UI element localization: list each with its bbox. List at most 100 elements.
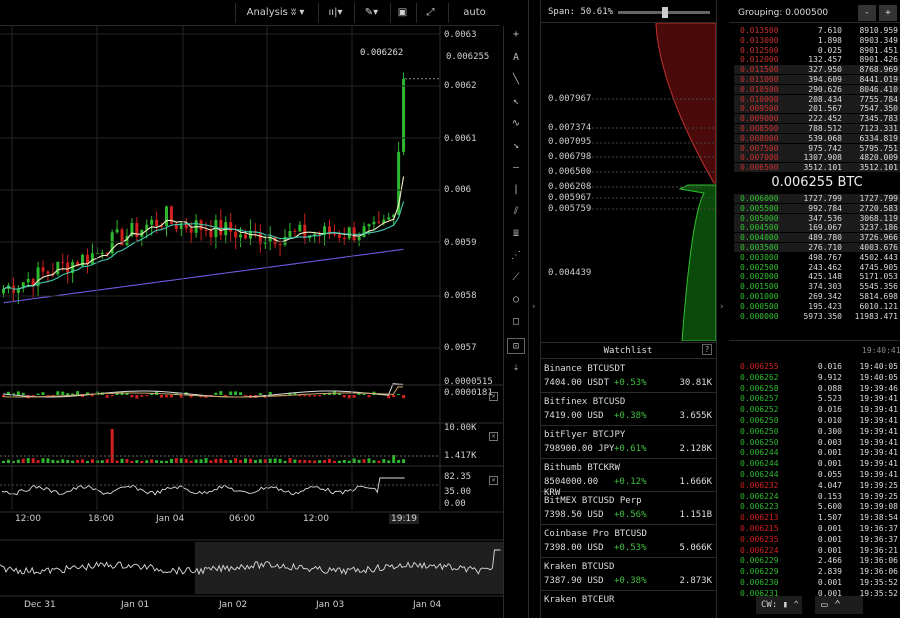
price-chart[interactable] <box>0 26 440 382</box>
orderbook-row[interactable]: 0.006500 3512.101 3512.101 <box>734 163 900 173</box>
volume-chart[interactable] <box>0 423 440 465</box>
gann-tool-icon[interactable]: ⟋ <box>512 272 520 283</box>
watchlist-item[interactable]: Bithumb BTCKRW 8504000.00 +0.12% 1.666K KRW <box>540 459 716 498</box>
close-pane-button[interactable]: ✕ <box>489 476 498 485</box>
trade-time: 19:39:41 <box>859 470 898 479</box>
grouping-increase-button[interactable]: + <box>879 5 897 21</box>
macd-line <box>2 383 404 398</box>
screenshot-button[interactable]: ▣ <box>390 3 414 23</box>
line-tool-icon[interactable]: ╲ <box>512 74 520 85</box>
macd-chart[interactable] <box>0 376 440 422</box>
macd-bar <box>21 392 25 395</box>
candle <box>263 241 267 244</box>
trade-size: 0.001 <box>817 534 842 544</box>
curve-tool-icon[interactable]: ∿ <box>511 118 521 129</box>
collapse-right-icon[interactable]: › <box>719 302 725 312</box>
orderbook-row[interactable]: 0.002500 243.462 4745.905 <box>734 263 900 272</box>
fullscreen-button[interactable]: ⤢ <box>416 3 444 23</box>
macd-bar <box>189 395 193 398</box>
candle <box>76 262 80 266</box>
orderbook-row[interactable]: 0.003500 276.710 4003.676 <box>734 243 900 252</box>
watchlist-item[interactable]: Bitfinex BTCUSD 7419.00 USD +0.38% 3.655K <box>540 393 716 426</box>
watchlist-item[interactable]: BitMEX BTCUSD Perp 7398.50 USD +0.56% 1.151… <box>540 492 716 525</box>
orderbook-row[interactable]: 0.002000 425.148 5171.053 <box>734 272 900 281</box>
orderbook-row[interactable]: 0.000500 195.423 6010.121 <box>734 302 900 311</box>
oscillator-label: 0.00 <box>444 499 466 509</box>
macd-bar <box>214 392 218 395</box>
orderbook-row[interactable]: 0.013000 1.898 8903.349 <box>734 36 900 45</box>
orderbook-price: 0.000000 <box>740 311 779 321</box>
watchlist-item[interactable]: Kraken BTCEUR <box>540 591 716 618</box>
orderbook-row[interactable]: 0.007500 975.742 5795.751 <box>734 143 900 153</box>
orderbook-row[interactable]: 0.008500 788.512 7123.331 <box>734 124 900 133</box>
watchlist-item[interactable]: Coinbase Pro BTCUSD 7398.00 USD +0.53% 5.06… <box>540 525 716 558</box>
orderbook-row[interactable]: 0.010500 290.626 8046.410 <box>734 84 900 94</box>
candle <box>372 221 376 225</box>
orderbook-row[interactable]: 0.004000 489.780 3726.966 <box>734 233 900 243</box>
candle <box>189 228 193 233</box>
fib-tool-icon[interactable]: ≣ <box>512 228 520 239</box>
orderbook-row[interactable]: 0.012500 0.025 8901.451 <box>734 46 900 55</box>
measure-tool-icon[interactable]: ⊡ <box>507 338 525 354</box>
orderbook-total: 8903.349 <box>859 35 898 45</box>
trade-time: 19:35:52 <box>859 588 898 598</box>
depth-chart[interactable] <box>540 23 716 341</box>
orderbook-row[interactable]: 0.001500 374.303 5545.356 <box>734 282 900 291</box>
watchlist-item-price: 7398.00 USD <box>544 543 604 553</box>
close-pane-button[interactable]: ✕ <box>489 432 498 441</box>
orderbook-row[interactable]: 0.008000 539.068 6334.819 <box>734 133 900 143</box>
orderbook-row[interactable]: 0.012000 132.457 8901.426 <box>734 55 900 64</box>
cw-toggle-button[interactable]: CW: ▮ ⌃ <box>756 596 802 614</box>
span-slider-handle[interactable] <box>661 7 668 18</box>
orderbook-row[interactable]: 0.000000 5973.350 11983.471 <box>734 312 900 321</box>
channel-tool-icon[interactable]: ⫽ <box>513 206 519 217</box>
fan-tool-icon[interactable]: ⋰ <box>511 250 521 261</box>
arrow-tool-icon[interactable]: ↘ <box>512 140 520 151</box>
vertical-line-tool-icon[interactable]: | <box>512 184 520 195</box>
orderbook-row[interactable]: 0.001000 269.342 5814.698 <box>734 292 900 301</box>
trade-time: 19:39:41 <box>859 426 898 436</box>
draw-menu-button[interactable]: ✎▾ <box>354 3 388 23</box>
orderbook-price: 0.006000 <box>740 194 779 203</box>
orderbook-row[interactable]: 0.005000 347.536 3068.119 <box>734 213 900 223</box>
volume-bar <box>204 458 208 463</box>
candle-style-button[interactable]: ıı|▾ <box>318 3 352 23</box>
grouping-decrease-button[interactable]: - <box>858 5 876 21</box>
navigator-chart[interactable] <box>0 542 503 594</box>
help-button[interactable]: ? <box>702 344 712 355</box>
text-tool-icon[interactable]: A <box>512 52 520 63</box>
orderbook-row[interactable]: 0.006000 1727.799 1727.799 <box>734 194 900 203</box>
watchlist-item[interactable]: Binance BTCUSDT 7404.00 USDT +0.53% 30.81K <box>540 360 716 393</box>
macd-bar <box>303 395 307 397</box>
crosshair-tool-icon[interactable]: + <box>512 29 520 40</box>
orderbook-row[interactable]: 0.009500 201.567 7547.350 <box>734 104 900 114</box>
orderbook-row[interactable]: 0.011500 327.950 8768.969 <box>734 65 900 75</box>
close-pane-button[interactable]: ✕ <box>489 392 498 401</box>
orderbook-row[interactable]: 0.007000 1307.908 4820.009 <box>734 153 900 163</box>
collapse-left-icon[interactable]: › <box>531 302 537 312</box>
oscillator-chart[interactable] <box>0 468 440 510</box>
circle-tool-icon[interactable]: ○ <box>512 294 520 305</box>
magnet-tool-icon[interactable]: ⇣ <box>512 362 520 373</box>
candle <box>120 229 124 246</box>
y-tick-label: 0.0062 <box>444 81 477 91</box>
orderbook-row[interactable]: 0.009000 222.452 7345.783 <box>734 114 900 124</box>
orderbook-row[interactable]: 0.010000 208.434 7755.784 <box>734 94 900 104</box>
watchlist-item[interactable]: Kraken BTCUSD 7387.90 USD +0.38% 2.873K <box>540 558 716 591</box>
candle <box>21 282 25 289</box>
orderbook-row[interactable]: 0.004500 169.067 3237.186 <box>734 223 900 233</box>
ray-tool-icon[interactable]: ↖ <box>512 96 520 107</box>
rectangle-tool-icon[interactable]: □ <box>512 316 520 327</box>
orderbook-row[interactable]: 0.003000 498.767 4502.443 <box>734 253 900 262</box>
orderbook-row[interactable]: 0.005500 992.784 2720.583 <box>734 203 900 213</box>
trade-price: 0.006262 <box>740 372 779 382</box>
scale-mode-button[interactable]: auto <box>448 3 500 23</box>
horizontal-line-tool-icon[interactable]: — <box>512 162 520 173</box>
orderbook-row[interactable]: 0.013500 7.610 8910.959 <box>734 26 900 35</box>
analysis-menu-button[interactable]: Analysis ʬ ▾ <box>235 3 315 23</box>
orderbook-row[interactable]: 0.011000 394.609 8441.019 <box>734 75 900 84</box>
chat-button[interactable]: ▭ ⌃ <box>815 596 863 614</box>
span-slider-track[interactable] <box>618 7 710 18</box>
watchlist-item[interactable]: bitFlyer BTCJPY 798900.00 JPY +0.61% 2.128K <box>540 426 716 459</box>
candle <box>135 222 139 237</box>
